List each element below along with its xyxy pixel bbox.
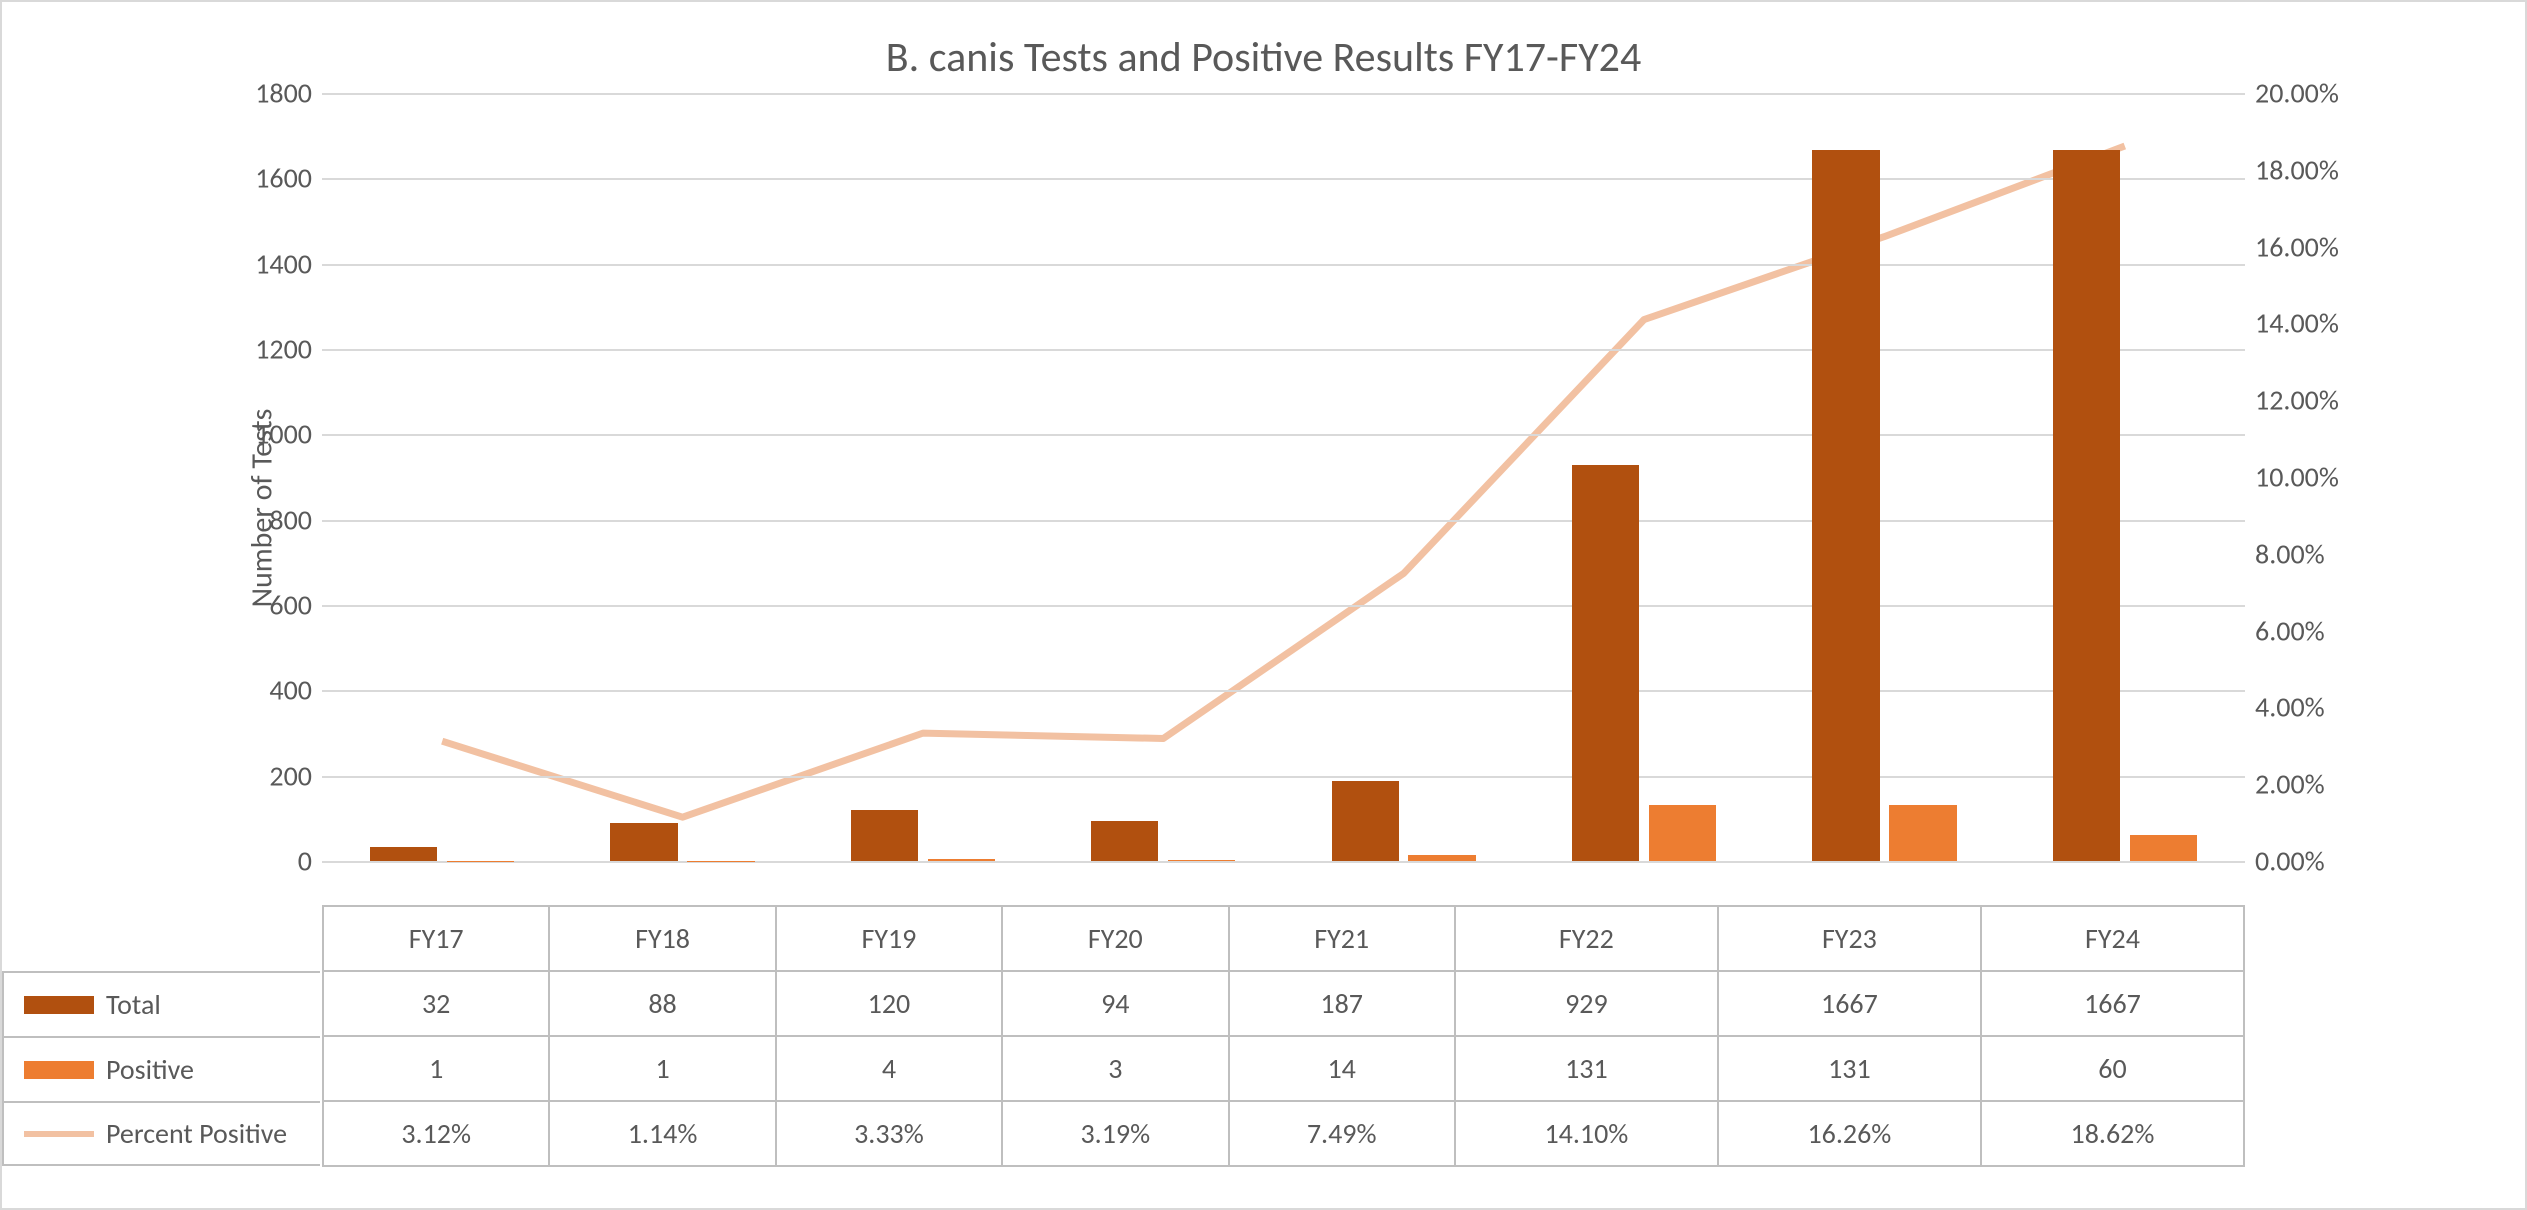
table-cell: 1 bbox=[549, 1036, 775, 1101]
table-cell: 4 bbox=[776, 1036, 1002, 1101]
category-header: FY22 bbox=[1455, 906, 1718, 971]
category-header: FY17 bbox=[323, 906, 549, 971]
line-swatch-icon bbox=[24, 1131, 94, 1137]
gridline bbox=[322, 349, 2245, 351]
y-right-tick: 6.00% bbox=[2255, 613, 2385, 648]
y-right-tick: 16.00% bbox=[2255, 229, 2385, 264]
y-right-tick: 12.00% bbox=[2255, 383, 2385, 418]
y-right-tick: 4.00% bbox=[2255, 690, 2385, 725]
table-cell: 88 bbox=[549, 971, 775, 1036]
table-cell: 3.19% bbox=[1002, 1101, 1228, 1166]
category-header: FY20 bbox=[1002, 906, 1228, 971]
chart-title: B. canis Tests and Positive Results FY17… bbox=[12, 32, 2515, 83]
category-header: FY23 bbox=[1718, 906, 1981, 971]
y-right-tick: 10.00% bbox=[2255, 460, 2385, 495]
positive-bar bbox=[1649, 805, 1716, 861]
table-cell: 14 bbox=[1229, 1036, 1455, 1101]
y-right-tick: 8.00% bbox=[2255, 536, 2385, 571]
y-left-tick: 800 bbox=[232, 502, 312, 537]
table-cell: 1667 bbox=[1718, 971, 1981, 1036]
positive-bar bbox=[2130, 835, 2197, 861]
legend-entry: Total bbox=[2, 971, 320, 1036]
category-header: FY21 bbox=[1229, 906, 1455, 971]
category-header: FY24 bbox=[1981, 906, 2244, 971]
table-cell: 32 bbox=[323, 971, 549, 1036]
chart-container: B. canis Tests and Positive Results FY17… bbox=[0, 0, 2527, 1210]
total-bar bbox=[610, 823, 677, 861]
y-right-tick: 2.00% bbox=[2255, 767, 2385, 802]
gridline bbox=[322, 605, 2245, 607]
table-cell: 60 bbox=[1981, 1036, 2244, 1101]
table-cell: 1.14% bbox=[549, 1101, 775, 1166]
legend-label: Percent Positive bbox=[106, 1116, 287, 1151]
table-cell: 7.49% bbox=[1229, 1101, 1455, 1166]
gridline bbox=[322, 776, 2245, 778]
y-left-tick: 400 bbox=[232, 673, 312, 708]
y-left-tick: 200 bbox=[232, 758, 312, 793]
total-bar bbox=[1332, 781, 1399, 861]
gridline bbox=[322, 93, 2245, 95]
legend-entry: Percent Positive bbox=[2, 1101, 320, 1166]
y-left-tick: 1400 bbox=[232, 246, 312, 281]
gridline bbox=[322, 520, 2245, 522]
y-right-tick: 14.00% bbox=[2255, 306, 2385, 341]
total-bar bbox=[1812, 150, 1879, 861]
y-left-tick: 1600 bbox=[232, 161, 312, 196]
table-cell: 1 bbox=[323, 1036, 549, 1101]
data-table-grid: FY17FY18FY19FY20FY21FY22FY23FY24Total328… bbox=[322, 905, 2245, 1167]
category-header: FY18 bbox=[549, 906, 775, 971]
table-cell: 120 bbox=[776, 971, 1002, 1036]
y-left-tick: 1800 bbox=[232, 76, 312, 111]
table-cell: 3.12% bbox=[323, 1101, 549, 1166]
table-cell: 3.33% bbox=[776, 1101, 1002, 1166]
chart-body: Number of Tests 020040060080010001200140… bbox=[192, 93, 2395, 923]
table-cell: 3 bbox=[1002, 1036, 1228, 1101]
gridline bbox=[322, 434, 2245, 436]
table-cell: 94 bbox=[1002, 971, 1228, 1036]
legend-label: Positive bbox=[106, 1052, 194, 1087]
category-header: FY19 bbox=[776, 906, 1002, 971]
total-bar bbox=[370, 847, 437, 861]
y-right-tick: 0.00% bbox=[2255, 844, 2385, 879]
table-cell: 131 bbox=[1718, 1036, 1981, 1101]
table-cell: 929 bbox=[1455, 971, 1718, 1036]
y-right-tick: 18.00% bbox=[2255, 152, 2385, 187]
y-left-tick: 0 bbox=[232, 844, 312, 879]
data-table: FY17FY18FY19FY20FY21FY22FY23FY24Total328… bbox=[192, 905, 2395, 1167]
total-bar bbox=[1572, 465, 1639, 861]
bar-swatch-icon bbox=[24, 1061, 94, 1079]
legend-label: Total bbox=[106, 987, 161, 1022]
positive-bar bbox=[1408, 855, 1475, 861]
table-cell: 187 bbox=[1229, 971, 1455, 1036]
table-cell: 18.62% bbox=[1981, 1101, 2244, 1166]
y-left-tick: 1000 bbox=[232, 417, 312, 452]
gridline bbox=[322, 690, 2245, 692]
gridline bbox=[322, 178, 2245, 180]
total-bar bbox=[851, 810, 918, 861]
y-left-tick: 1200 bbox=[232, 332, 312, 367]
y-right-tick: 20.00% bbox=[2255, 76, 2385, 111]
table-cell: 131 bbox=[1455, 1036, 1718, 1101]
total-bar bbox=[2053, 150, 2120, 861]
legend-entry: Positive bbox=[2, 1036, 320, 1101]
table-cell: 1667 bbox=[1981, 971, 2244, 1036]
plot-area: 0200400600800100012001400160018000.00%2.… bbox=[322, 93, 2245, 863]
table-cell: 14.10% bbox=[1455, 1101, 1718, 1166]
table-cell: 16.26% bbox=[1718, 1101, 1981, 1166]
bar-swatch-icon bbox=[24, 996, 94, 1014]
percent-positive-line bbox=[322, 93, 2245, 861]
y-left-tick: 600 bbox=[232, 588, 312, 623]
positive-bar bbox=[928, 859, 995, 861]
total-bar bbox=[1091, 821, 1158, 861]
gridline bbox=[322, 264, 2245, 266]
positive-bar bbox=[1889, 805, 1956, 861]
positive-bar bbox=[1168, 860, 1235, 861]
